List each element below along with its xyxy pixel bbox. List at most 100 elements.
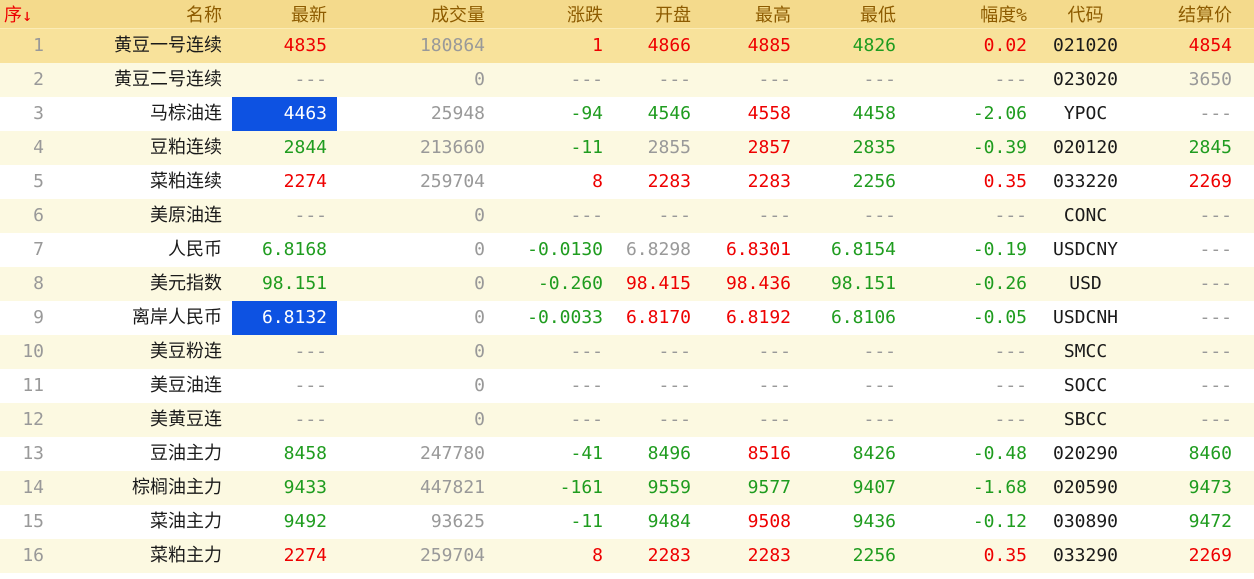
cell-code[interactable]: 033290 (1052, 545, 1119, 566)
cell-code[interactable]: USDCNY (1052, 239, 1119, 260)
cell-volume[interactable]: 93625 (430, 511, 485, 532)
cell-range[interactable]: --- (994, 375, 1027, 396)
cell-code[interactable]: YPOC (1063, 103, 1108, 124)
cell-change[interactable]: --- (570, 69, 603, 90)
cell-seq[interactable]: 3 (33, 103, 44, 124)
cell-last[interactable]: 2274 (283, 171, 327, 192)
cell-volume[interactable]: 259704 (419, 171, 485, 192)
cell-change[interactable]: -161 (559, 477, 603, 498)
cell-volume[interactable]: 0 (474, 239, 485, 260)
cell-code[interactable]: 030890 (1052, 511, 1119, 532)
cell-last[interactable]: 6.8132 (232, 301, 337, 335)
cell-settle[interactable]: --- (1199, 103, 1232, 124)
cell-low[interactable]: --- (863, 341, 896, 362)
cell-settle[interactable]: --- (1199, 307, 1232, 328)
cell-name[interactable]: 人民币 (168, 239, 222, 260)
cell-last[interactable]: 4463 (232, 97, 337, 131)
quote-row-7[interactable]: 7 人民币 6.8168 0 -0.0130 6.8298 6.8301 6.8154 -0.1… (0, 233, 1254, 267)
cell-volume[interactable]: 447821 (419, 477, 485, 498)
cell-settle[interactable]: 2269 (1188, 171, 1232, 192)
cell-range[interactable]: -0.19 (972, 239, 1027, 260)
cell-last[interactable]: 4835 (283, 35, 327, 56)
cell-volume[interactable]: 25948 (430, 103, 485, 124)
cell-volume[interactable]: 0 (474, 341, 485, 362)
cell-code[interactable]: 023020 (1052, 69, 1119, 90)
cell-name[interactable]: 美豆油连 (150, 375, 222, 396)
cell-volume[interactable]: 0 (474, 273, 485, 294)
cell-last[interactable]: 2274 (283, 545, 327, 566)
cell-range[interactable]: --- (994, 341, 1027, 362)
cell-last[interactable]: 98.151 (261, 273, 327, 294)
cell-last[interactable]: --- (294, 409, 327, 430)
cell-last[interactable]: 2844 (283, 137, 327, 158)
cell-code[interactable]: CONC (1063, 205, 1108, 226)
cell-low[interactable]: 4458 (852, 103, 896, 124)
cell-high[interactable]: --- (758, 375, 791, 396)
cell-name[interactable]: 美黄豆连 (150, 409, 222, 430)
cell-name[interactable]: 离岸人民币 (132, 307, 222, 328)
cell-low[interactable]: 6.8154 (830, 239, 896, 260)
cell-last[interactable]: 9492 (283, 511, 327, 532)
cell-name[interactable]: 美豆粉连 (150, 341, 222, 362)
cell-code[interactable]: SBCC (1063, 409, 1108, 430)
cell-volume[interactable]: 180864 (419, 35, 485, 56)
cell-open[interactable]: --- (658, 409, 691, 430)
cell-change[interactable]: -11 (570, 137, 603, 158)
cell-settle[interactable]: --- (1199, 409, 1232, 430)
cell-volume[interactable]: 0 (474, 205, 485, 226)
cell-code[interactable]: SOCC (1063, 375, 1108, 396)
cell-volume[interactable]: 247780 (419, 443, 485, 464)
cell-low[interactable]: 8426 (852, 443, 896, 464)
cell-change[interactable]: -41 (570, 443, 603, 464)
column-header-volume[interactable]: 成交量 (337, 0, 495, 29)
column-header-low[interactable]: 最低 (801, 0, 906, 29)
cell-settle[interactable]: --- (1199, 205, 1232, 226)
cell-change[interactable]: -0.0130 (527, 239, 603, 260)
quote-row-11[interactable]: 11 美豆油连 --- 0 --- --- --- --- --- SOCC --- (0, 369, 1254, 403)
cell-high[interactable]: --- (758, 69, 791, 90)
cell-low[interactable]: --- (863, 205, 896, 226)
cell-name[interactable]: 菜粕主力 (150, 545, 222, 566)
cell-last[interactable]: 8458 (283, 443, 327, 464)
quote-row-14[interactable]: 14 棕榈油主力 9433 447821 -161 9559 9577 9407 -1.68 02… (0, 471, 1254, 505)
cell-volume[interactable]: 0 (474, 375, 485, 396)
cell-volume[interactable]: 0 (474, 409, 485, 430)
cell-name[interactable]: 黄豆二号连续 (114, 69, 222, 90)
cell-seq[interactable]: 12 (22, 409, 44, 430)
column-header-open[interactable]: 开盘 (613, 0, 701, 29)
cell-change[interactable]: -0.0033 (527, 307, 603, 328)
quote-row-1[interactable]: 1 黄豆一号连续 4835 180864 1 4866 4885 4826 0.02 021020… (0, 28, 1254, 63)
cell-volume[interactable]: 213660 (419, 137, 485, 158)
column-header-last[interactable]: 最新 (232, 0, 337, 29)
cell-high[interactable]: 6.8301 (725, 239, 791, 260)
cell-seq[interactable]: 5 (33, 171, 44, 192)
cell-seq[interactable]: 14 (22, 477, 44, 498)
cell-high[interactable]: 8516 (747, 443, 791, 464)
quote-row-13[interactable]: 13 豆油主力 8458 247780 -41 8496 8516 8426 -0.48 0202… (0, 437, 1254, 471)
cell-seq[interactable]: 10 (22, 341, 44, 362)
cell-settle[interactable]: --- (1199, 239, 1232, 260)
cell-last[interactable]: --- (294, 205, 327, 226)
cell-open[interactable]: 2283 (647, 545, 691, 566)
cell-seq[interactable]: 15 (22, 511, 44, 532)
cell-code[interactable]: 033220 (1052, 171, 1119, 192)
column-header-high[interactable]: 最高 (701, 0, 801, 29)
cell-change[interactable]: 8 (592, 171, 603, 192)
cell-open[interactable]: 4866 (647, 35, 691, 56)
cell-volume[interactable]: 0 (474, 69, 485, 90)
quote-row-9[interactable]: 9 离岸人民币 6.8132 0 -0.0033 6.8170 6.8192 6.8106 -0… (0, 301, 1254, 335)
cell-change[interactable]: -11 (570, 511, 603, 532)
quote-row-5[interactable]: 5 菜粕连续 2274 259704 8 2283 2283 2256 0.35 033220 22… (0, 165, 1254, 199)
cell-last[interactable]: 6.8168 (261, 239, 327, 260)
quote-row-15[interactable]: 15 菜油主力 9492 93625 -11 9484 9508 9436 -0.12 03089… (0, 505, 1254, 539)
cell-volume[interactable]: 0 (474, 307, 485, 328)
cell-high[interactable]: 4558 (747, 103, 791, 124)
cell-open[interactable]: 9484 (647, 511, 691, 532)
cell-seq[interactable]: 2 (33, 69, 44, 90)
cell-change[interactable]: -0.260 (537, 273, 603, 294)
cell-range[interactable]: -0.39 (972, 137, 1027, 158)
quote-row-8[interactable]: 8 美元指数 98.151 0 -0.260 98.415 98.436 98.151 -0.2… (0, 267, 1254, 301)
cell-low[interactable]: 9436 (852, 511, 896, 532)
cell-open[interactable]: 2283 (647, 171, 691, 192)
quote-row-3[interactable]: 3 马棕油连 4463 25948 -94 4546 4558 4458 -2.06 YPOC --… (0, 97, 1254, 131)
